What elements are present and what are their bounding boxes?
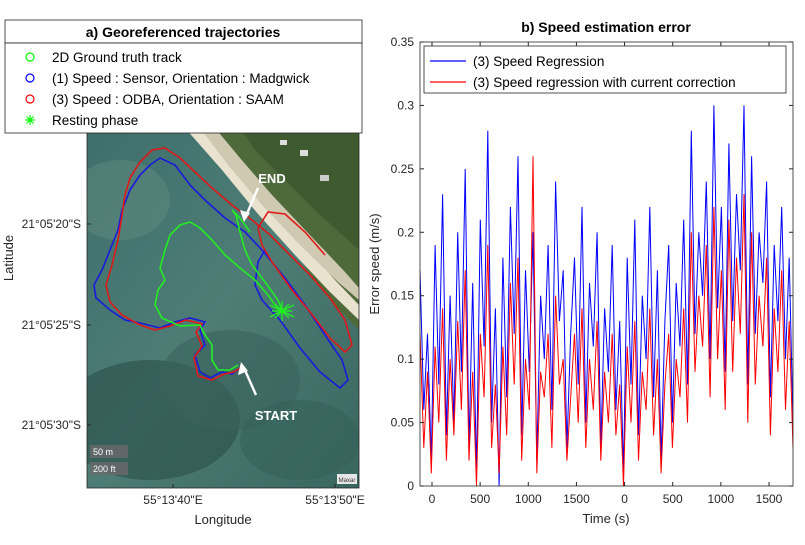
resting-phase-marker — [269, 301, 295, 321]
legend-marker-madgwick — [25, 73, 35, 83]
legend-marker-saam — [25, 94, 35, 104]
legend-label-madgwick: (1) Speed : Sensor, Orientation : Madgwi… — [52, 71, 310, 86]
y-tick-label: 0.25 — [391, 162, 415, 176]
x-tick-label: 500 — [663, 492, 683, 506]
scale-ft: 200 ft — [93, 464, 116, 474]
legend-label-ground-truth: 2D Ground truth track — [52, 50, 182, 65]
x-tick-label: 1000 — [515, 492, 542, 506]
start-label: START — [255, 408, 297, 423]
madgwick-track — [93, 157, 349, 390]
map-x-axis-label: Longitude — [194, 512, 251, 527]
legend-label-saam: (3) Speed : ODBA, Orientation : SAAM — [52, 92, 284, 107]
series-speed-regression — [420, 105, 793, 486]
x-tick-label: 1000 — [708, 492, 735, 506]
chart-legend: (3) Speed Regression (3) Speed regressio… — [423, 45, 787, 94]
y-tick-label: 0.3 — [397, 98, 414, 112]
y-tick-label: 0 — [407, 479, 414, 493]
satellite-image — [87, 128, 359, 488]
scale-bar: 50 m 200 ft — [90, 445, 128, 475]
x-tick-label: 1500 — [563, 492, 590, 506]
map-title: a) Georeferenced trajectories — [86, 24, 281, 40]
end-label: END — [258, 171, 285, 186]
map-y-ticks: 21°05'20"S 21°05'25"S 21°05'30"S — [22, 217, 91, 432]
y-tick-label: 0.05 — [391, 416, 415, 430]
y-tick-label: 0.15 — [391, 289, 415, 303]
legend-marker-ground-truth — [25, 52, 35, 62]
x-tick-label: 0 — [429, 492, 436, 506]
map-y-tick-label: 21°05'30"S — [22, 418, 81, 432]
map-legend: 2D Ground truth track (1) Speed : Sensor… — [4, 42, 363, 134]
map-x-tick-label: 55°13'50"E — [305, 493, 364, 507]
map-panel: END START 50 m 200 ft Maxar 21°05'20"S 2… — [1, 19, 365, 527]
end-annotation: END — [240, 171, 286, 222]
speed-error-chart: b) Speed estimation error 0 0.05 0.1 0.15 0.… — [367, 19, 794, 526]
map-x-tick-label: 55°13'40"E — [143, 493, 202, 507]
saam-track — [105, 147, 353, 381]
map-y-axis-label: Latitude — [1, 235, 16, 281]
chart-y-axis-label: Error speed (m/s) — [367, 213, 382, 314]
map-y-tick-label: 21°05'20"S — [22, 217, 81, 231]
legend-label-resting: Resting phase — [52, 113, 138, 128]
x-tick-label: 500 — [470, 492, 490, 506]
chart-title: b) Speed estimation error — [521, 19, 691, 35]
legend-marker-resting — [25, 115, 35, 125]
ground-truth-track — [154, 209, 284, 371]
x-tick-label: 0 — [621, 492, 628, 506]
y-tick-label: 0.2 — [397, 225, 414, 239]
y-tick-label: 0.1 — [397, 352, 414, 366]
attribution: Maxar — [339, 478, 356, 484]
chart-x-axis-label: Time (s) — [582, 511, 629, 526]
y-tick-label: 0.35 — [391, 35, 415, 49]
x-tick-label: 1500 — [756, 492, 783, 506]
map-y-tick-label: 21°05'25"S — [22, 318, 81, 332]
map-x-ticks: 55°13'40"E 55°13'50"E — [143, 484, 365, 507]
series-speed-regression-corrected — [420, 156, 793, 486]
plot-frame — [419, 41, 794, 487]
legend-label-regression: (3) Speed Regression — [473, 54, 604, 69]
scale-m: 50 m — [93, 447, 113, 457]
start-annotation: START — [238, 362, 297, 423]
legend-label-corrected: (3) Speed regression with current correc… — [473, 75, 736, 90]
